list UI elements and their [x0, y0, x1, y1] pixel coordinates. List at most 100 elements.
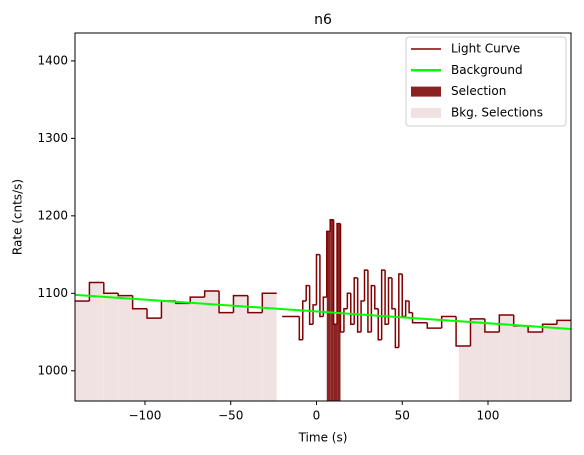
light-curve-step: [350, 293, 355, 326]
selection-fill: [333, 324, 338, 401]
y-tick-label: 1300: [37, 131, 68, 145]
light-curve-step: [247, 295, 263, 314]
light-curve-step: [455, 316, 471, 347]
light-curve-step: [312, 304, 317, 325]
selection-fill: [458, 345, 471, 401]
light-curve-step: [377, 308, 382, 341]
light-curve-step: [302, 300, 307, 340]
light-curve-step: [426, 322, 442, 329]
selection-fill: [470, 318, 485, 401]
light-curve-step: [398, 273, 403, 348]
legend-label: Background: [451, 63, 523, 77]
y-tick-label: 1400: [37, 53, 68, 67]
light-curve-step: [261, 292, 277, 313]
legend-handle: [411, 107, 441, 118]
light-curve-step: [391, 277, 396, 310]
selection-fill: [499, 315, 514, 401]
light-curve-step: [527, 325, 543, 333]
light-curve-step: [469, 318, 485, 346]
selection-fill: [556, 320, 571, 401]
selection-fill: [75, 301, 90, 401]
light-curve-step: [408, 301, 413, 314]
legend-label: Light Curve: [451, 42, 520, 56]
selection-fill: [219, 312, 234, 401]
selection-fill: [132, 308, 148, 401]
light-curve-step: [370, 284, 375, 333]
light-curve-step: [305, 284, 310, 302]
light-curve-step: [315, 253, 320, 305]
x-tick-label: 0: [313, 409, 321, 423]
y-axis-label: Rate (cnts/s): [11, 179, 25, 255]
legend-label: Selection: [451, 84, 506, 98]
light-curve-step: [232, 294, 248, 313]
selection-fill: [118, 295, 133, 401]
light-curve-step: [189, 296, 205, 304]
selection-fill: [247, 312, 263, 401]
light-curve-step: [203, 290, 220, 298]
light-curve-step: [131, 295, 148, 310]
light-curve-step: [360, 300, 365, 333]
light-curve-step: [308, 285, 314, 326]
light-curve-step: [484, 318, 500, 333]
light-curve-step: [343, 308, 348, 333]
light-curve-step: [404, 300, 410, 317]
selection-fill: [484, 332, 500, 401]
light-curve-step: [411, 312, 428, 324]
selection-fill: [330, 219, 334, 401]
light-curve-step: [387, 277, 392, 325]
plot-area: [75, 218, 571, 401]
x-axis-label: Time (s): [298, 431, 348, 445]
selection-fill: [147, 318, 162, 401]
selection-fill: [528, 332, 543, 401]
selection-fill: [233, 295, 248, 401]
light-curve-step: [332, 219, 338, 326]
selection-fill: [89, 282, 104, 401]
legend-handle: [411, 86, 441, 97]
light-curve-step: [103, 282, 119, 295]
x-tick-label: −50: [218, 409, 243, 423]
light-curve-step: [363, 269, 368, 302]
selection-fill: [190, 297, 205, 401]
light-curve-step: [346, 292, 351, 309]
y-tick-label: 1200: [37, 208, 68, 222]
light-curve-step: [353, 277, 358, 325]
light-curve-step: [498, 314, 514, 333]
chart-title: n6: [314, 12, 332, 28]
x-tick-label: −100: [128, 409, 161, 423]
legend-box: [405, 36, 567, 127]
selection-fill: [326, 231, 331, 401]
selection-fill: [262, 293, 277, 401]
selection-fill: [175, 303, 191, 401]
light-curve-step: [218, 290, 234, 314]
selection-fill: [513, 325, 529, 401]
light-curve-step: [117, 293, 133, 297]
light-curve-step: [356, 277, 362, 333]
light-curve-step: [336, 222, 341, 325]
background-line: [75, 293, 571, 330]
legend-label: Bkg. Selections: [451, 105, 543, 119]
x-tick-label: 100: [477, 409, 500, 423]
light-curve-step: [329, 218, 334, 232]
light-curve-step: [326, 230, 331, 298]
selection-fill: [542, 324, 557, 401]
light-curve-step: [384, 270, 389, 326]
light-curve-step: [374, 285, 379, 310]
light-curve-step: [556, 319, 571, 325]
light-curve-step: [394, 308, 399, 349]
x-tick-label: 50: [395, 409, 410, 423]
light-curve-step: [440, 315, 457, 329]
light-curve-step: [146, 308, 162, 319]
y-tick-label: 1000: [37, 363, 68, 377]
axes-frame: [74, 32, 572, 402]
selection-fill: [103, 293, 119, 401]
selection-fill: [204, 290, 220, 401]
selection-fill: [161, 301, 176, 401]
light-curve-step: [339, 223, 344, 333]
y-tick-label: 1100: [37, 286, 68, 300]
light-curve-step: [319, 254, 324, 318]
light-curve-step: [322, 296, 327, 317]
light-curve-step: [298, 316, 303, 341]
light-curve-step: [367, 270, 372, 333]
light-curve-step: [541, 323, 557, 333]
